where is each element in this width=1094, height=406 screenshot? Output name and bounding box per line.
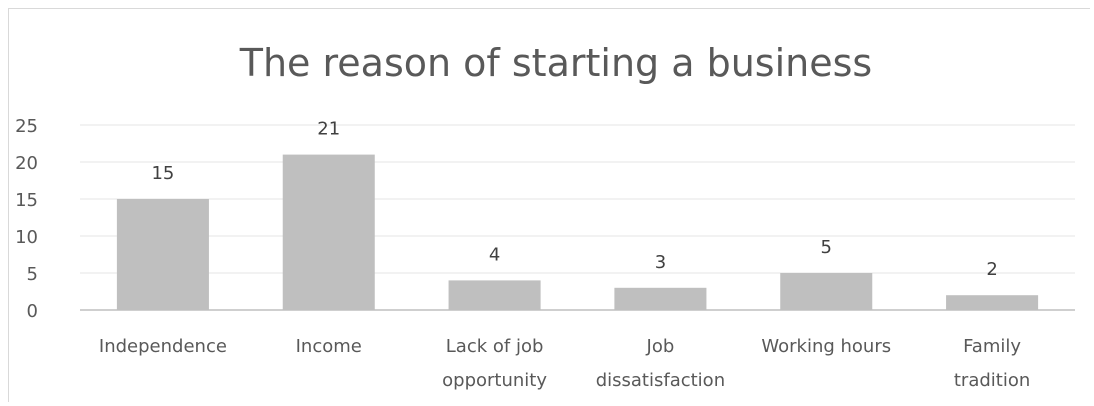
- y-tick-label: 0: [27, 301, 38, 322]
- bar: [946, 295, 1039, 310]
- bar: [282, 154, 375, 310]
- bar: [116, 199, 209, 310]
- y-tick-label: 20: [15, 153, 38, 174]
- y-tick-label: 25: [15, 116, 38, 137]
- bars: [116, 154, 1039, 310]
- chart-title: The reason of starting a business: [239, 41, 872, 85]
- data-labels: 15 21 4 3 5 2: [151, 119, 997, 281]
- category-label: Lack of job opportunity: [442, 336, 547, 391]
- bar: [614, 287, 707, 310]
- y-tick-label: 10: [15, 227, 38, 248]
- bar: [448, 280, 541, 310]
- category-label: Job dissatisfaction: [596, 336, 725, 391]
- data-label: 21: [317, 119, 340, 140]
- data-label: 5: [821, 237, 832, 258]
- category-labels: Independence Income Lack of job opportunity…: [99, 336, 1030, 391]
- chart-frame: [8, 8, 1090, 402]
- data-label: 15: [151, 163, 174, 184]
- category-label: Independence: [99, 336, 227, 357]
- y-tick-label: 15: [15, 190, 38, 211]
- bar: [780, 273, 873, 310]
- y-tick-label: 5: [27, 264, 38, 285]
- data-label: 2: [986, 259, 997, 280]
- category-label: Family tradition: [954, 336, 1030, 391]
- data-label: 3: [655, 252, 666, 273]
- data-label: 4: [489, 244, 500, 265]
- category-label: Income: [296, 336, 362, 357]
- category-label: Working hours: [761, 336, 891, 357]
- gridlines: [80, 124, 1075, 311]
- y-axis-ticks: 0 5 10 15 20 25: [15, 116, 38, 322]
